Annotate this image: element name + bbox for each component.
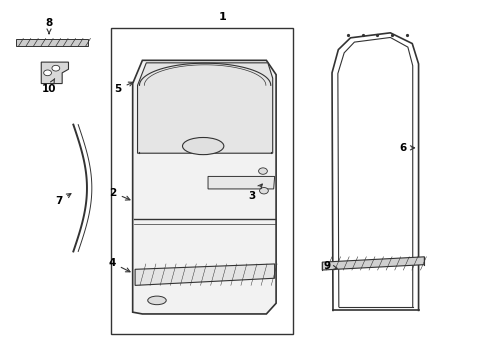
Text: 1: 1 xyxy=(218,13,226,22)
Text: 3: 3 xyxy=(248,184,262,201)
Bar xyxy=(111,28,292,334)
Text: 6: 6 xyxy=(398,143,414,153)
Polygon shape xyxy=(137,63,272,153)
Circle shape xyxy=(259,188,268,194)
Polygon shape xyxy=(135,264,274,285)
Text: 7: 7 xyxy=(55,194,71,206)
Polygon shape xyxy=(41,62,68,84)
Text: 10: 10 xyxy=(41,78,56,94)
Polygon shape xyxy=(207,176,274,189)
Bar xyxy=(16,39,88,46)
Circle shape xyxy=(258,168,267,174)
Text: 2: 2 xyxy=(109,188,130,200)
Text: 8: 8 xyxy=(45,18,53,33)
Polygon shape xyxy=(132,60,276,314)
Circle shape xyxy=(52,65,60,71)
Text: 4: 4 xyxy=(108,258,130,272)
Circle shape xyxy=(43,70,51,76)
Text: 5: 5 xyxy=(114,82,133,94)
Ellipse shape xyxy=(147,296,166,305)
Text: 9: 9 xyxy=(323,261,336,271)
Ellipse shape xyxy=(182,138,224,155)
Polygon shape xyxy=(322,257,424,270)
